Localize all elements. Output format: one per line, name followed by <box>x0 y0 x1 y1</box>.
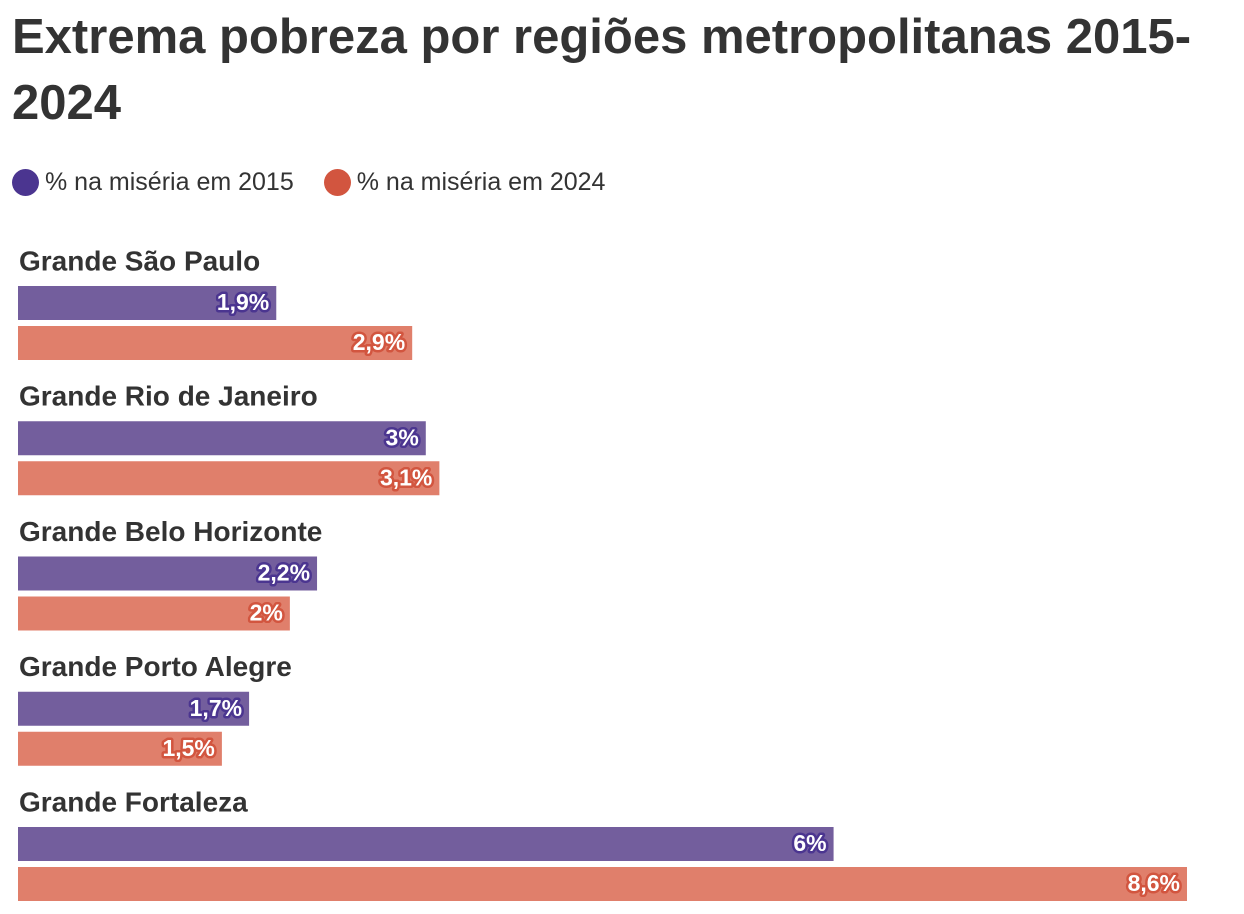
bar <box>18 556 318 591</box>
legend: % na miséria em 2015 % na miséria em 2024 <box>12 168 605 197</box>
bar <box>18 827 834 861</box>
category-label: Grande São Paulo <box>19 245 260 276</box>
bar <box>18 596 290 631</box>
bar <box>18 691 250 726</box>
value-label: 1,9% <box>217 289 269 315</box>
bar <box>18 731 222 766</box>
category-label: Grande Porto Alegre <box>19 651 292 682</box>
value-label: 1,5% <box>162 735 214 761</box>
bar <box>18 867 1187 901</box>
category-label: Grande Rio de Janeiro <box>19 381 318 412</box>
value-label: 1,7% <box>190 695 242 721</box>
legend-item: % na miséria em 2024 <box>323 168 606 197</box>
value-label: 2,2% <box>258 560 310 586</box>
value-label: 3% <box>386 424 419 450</box>
legend-label: % na miséria em 2015 <box>45 168 294 196</box>
chart-title: Extrema pobreza por regiões metropolitan… <box>12 10 1192 130</box>
value-label: 2% <box>250 600 283 626</box>
value-label: 8,6% <box>1128 870 1180 896</box>
bar <box>18 421 426 456</box>
category-label: Grande Belo Horizonte <box>19 516 322 547</box>
value-label: 2,9% <box>353 329 405 355</box>
legend-swatch <box>12 169 39 196</box>
bar <box>18 461 440 496</box>
value-label: 3,1% <box>380 464 432 490</box>
chart: Grande São Paulo 1,9% 2,9% Grande Rio de Ja… <box>18 245 1187 901</box>
bar <box>18 286 277 320</box>
category-label: Grande Fortaleza <box>19 786 248 817</box>
legend-swatch <box>323 169 351 196</box>
value-label: 6% <box>793 830 826 856</box>
legend-item: % na miséria em 2015 <box>12 168 294 197</box>
legend-label: % na miséria em 2024 <box>356 168 606 196</box>
bar <box>18 326 413 360</box>
